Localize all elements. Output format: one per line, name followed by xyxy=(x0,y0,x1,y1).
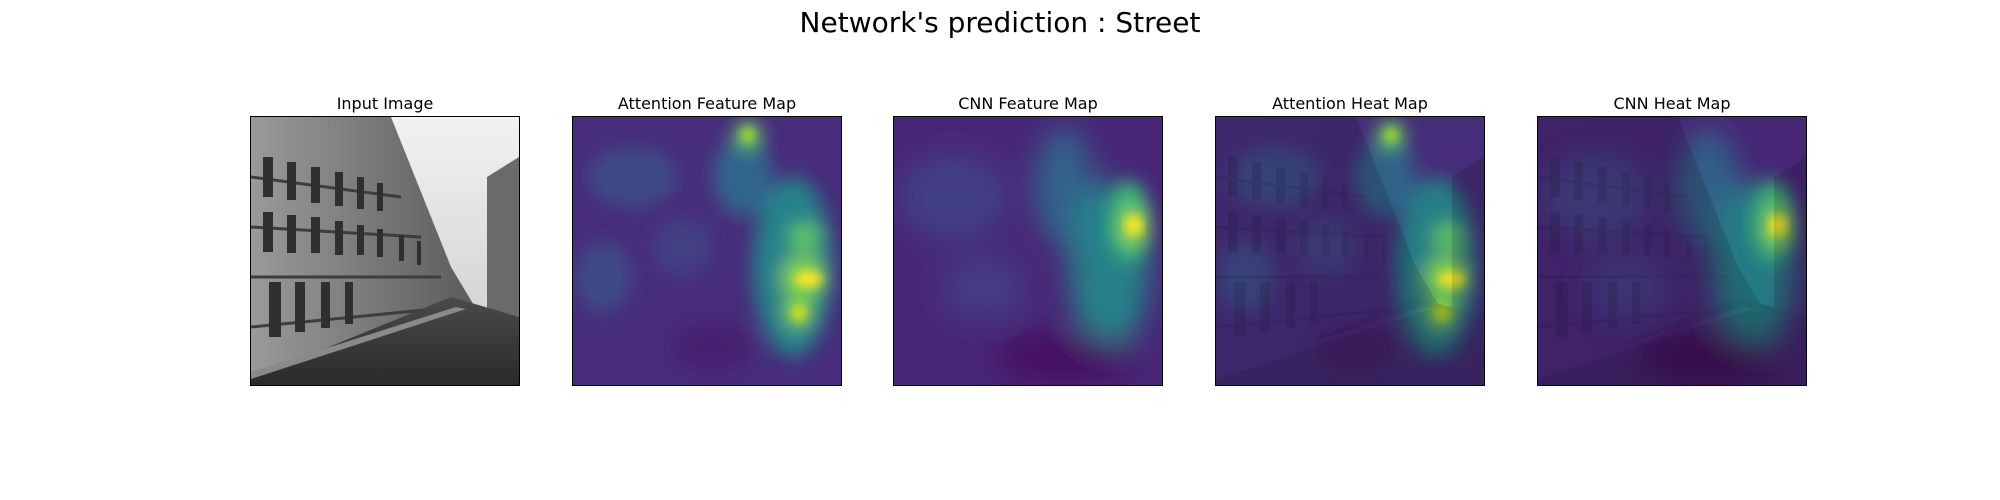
panel-attention-heat-map: Attention Heat Map xyxy=(1215,92,1485,386)
panel-attention-feature-map: Attention Feature Map xyxy=(572,92,842,386)
panel-cnn-heat-map: CNN Heat Map xyxy=(1537,92,1807,386)
cnn-heat-map-image xyxy=(1537,116,1807,386)
attention-heat-map-image xyxy=(1215,116,1485,386)
panel-title: CNN Heat Map xyxy=(1613,94,1731,113)
panel-title: Attention Heat Map xyxy=(1272,94,1428,113)
cnn-feature-map-image xyxy=(893,116,1163,386)
panel-input-image: Input Image xyxy=(250,92,520,386)
panel-cnn-feature-map: CNN Feature Map xyxy=(893,92,1163,386)
panel-title: CNN Feature Map xyxy=(958,94,1098,113)
panel-title: Attention Feature Map xyxy=(617,94,797,113)
attention-feature-map-image xyxy=(572,116,842,386)
panel-title: Input Image xyxy=(336,94,434,113)
input-image xyxy=(250,116,520,386)
figure-title: Network's prediction : Street xyxy=(799,6,1201,39)
